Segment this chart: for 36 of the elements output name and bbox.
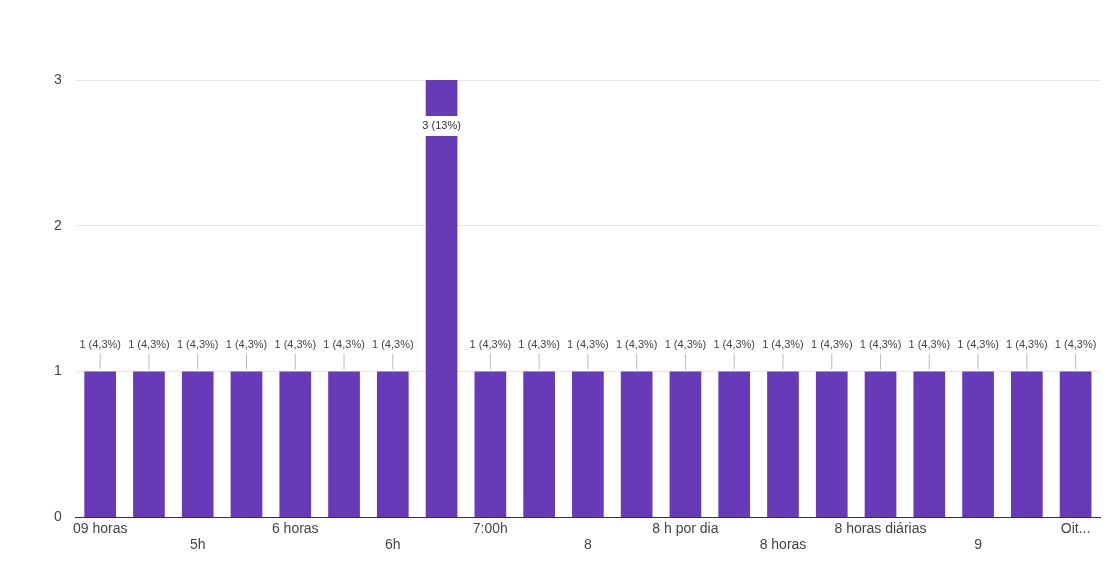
data-label: 1 (4,3%) [1006,338,1048,351]
data-label: 1 (4,3%) [762,338,804,351]
data-label: 1 (4,3%) [274,338,317,351]
data-label: 3 (13%) [422,118,461,131]
x-tick-label: 8 h por dia [652,519,719,536]
data-label: 1 (4,3%) [664,338,707,351]
x-tick-label: Oit... [1060,519,1091,536]
y-tick-label: 1 [53,362,62,379]
data-label: 1 (4,3%) [323,338,365,351]
x-tick-label: 6h [385,536,401,553]
x-tick-label: 6 horas [271,519,319,536]
data-label: 1 (4,3%) [469,338,512,351]
x-tick-label: 8 horas [759,536,807,553]
x-tick-label: 5h [189,536,206,553]
data-label: 1 (4,3%) [859,338,902,351]
data-label: 1 (4,3%) [128,338,170,351]
x-tick-label: 8 horas diárias [834,519,927,536]
data-label: 1 (4,3%) [713,338,755,351]
y-tick-label: 2 [53,216,62,233]
x-tick-label: 8 [583,536,592,553]
data-label: 1 (4,3%) [1054,338,1097,351]
data-label: 1 (4,3%) [957,338,999,351]
data-label: 1 (4,3%) [810,338,853,351]
data-label: 1 (4,3%) [567,338,609,351]
data-label: 1 (4,3%) [615,338,658,351]
x-tick-label: 7:00h [472,519,508,536]
data-label: 1 (4,3%) [372,338,414,351]
data-label: 1 (4,3%) [908,338,951,351]
x-tick-label: 09 horas [72,519,128,536]
x-tick-label: 9 [974,536,983,553]
y-tick-label: 0 [53,508,62,525]
data-label: 1 (4,3%) [176,338,219,351]
data-label: 1 (4,3%) [225,338,268,351]
y-tick-label: 3 [53,70,62,87]
data-label: 1 (4,3%) [79,338,121,351]
data-label: 1 (4,3%) [518,338,560,351]
